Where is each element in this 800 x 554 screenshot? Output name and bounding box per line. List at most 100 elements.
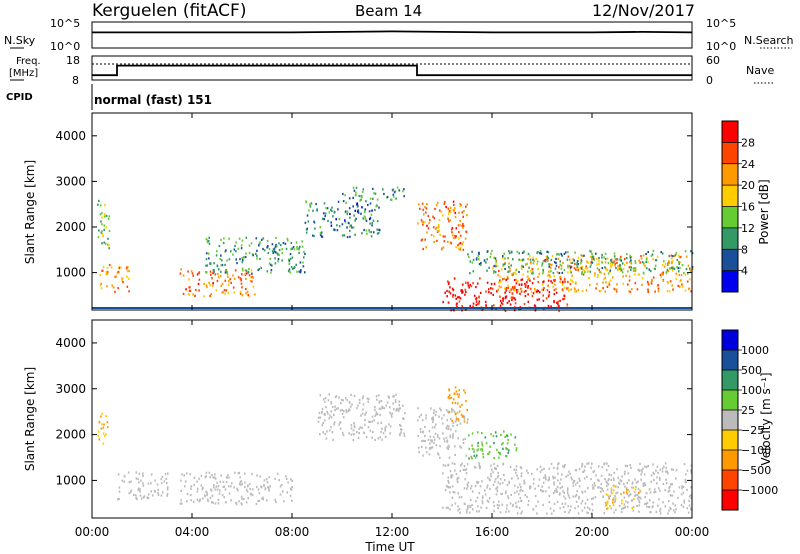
power-cell <box>573 259 575 262</box>
velocity-cell <box>656 476 658 479</box>
power-cell <box>497 288 499 291</box>
velocity-cell <box>672 502 674 505</box>
power-cell <box>549 266 552 269</box>
velocity-cell <box>147 497 150 500</box>
power-cell <box>574 288 576 291</box>
velocity-cell <box>686 469 689 472</box>
velocity-cell <box>650 474 653 477</box>
power-cell <box>599 289 602 293</box>
velocity-cell <box>326 410 328 413</box>
velocity-cell <box>213 476 216 479</box>
velocity-cell <box>470 455 473 458</box>
velocity-cell <box>610 487 613 490</box>
power-cell <box>507 257 509 260</box>
velocity-cell <box>607 507 609 510</box>
power-cell <box>213 262 215 265</box>
power-cell <box>465 230 467 233</box>
velocity-cell <box>635 481 638 484</box>
velocity-cell <box>559 482 561 485</box>
velocity-cell <box>468 434 470 437</box>
velocity-echo-region-1 <box>117 471 169 501</box>
power-cell <box>364 210 366 213</box>
power-cell <box>438 219 441 222</box>
velocity-colorbar-segment <box>722 430 738 451</box>
velocity-cell <box>403 432 405 435</box>
velocity-cell <box>466 487 468 490</box>
velocity-cell <box>366 397 369 400</box>
power-cell <box>188 289 191 292</box>
velocity-cell <box>436 435 439 439</box>
power-cell <box>529 258 532 261</box>
power-cell <box>569 258 571 261</box>
power-cell <box>205 252 208 255</box>
power-cell <box>493 304 495 307</box>
power-cell <box>102 265 105 268</box>
power-cell <box>668 260 670 263</box>
velocity-cell <box>240 502 243 505</box>
velocity-cell <box>674 504 677 507</box>
velocity-cell <box>101 423 103 426</box>
power-cell <box>324 212 327 215</box>
velocity-cell <box>622 482 625 486</box>
power-cell <box>601 253 603 257</box>
power-cell <box>595 287 597 290</box>
velocity-cell <box>476 454 478 457</box>
power-cell <box>107 243 109 246</box>
power-cell <box>303 250 305 254</box>
velocity-cell <box>430 446 433 449</box>
power-cell <box>604 276 607 280</box>
velocity-cell <box>552 492 555 495</box>
velocity-cell <box>566 491 569 495</box>
velocity-cell <box>346 399 349 402</box>
power-cell <box>110 266 113 269</box>
power-cell <box>598 257 600 260</box>
power-cell <box>527 258 529 261</box>
power-cell <box>462 222 464 226</box>
velocity-cell <box>389 411 391 414</box>
velocity-cell <box>161 475 164 478</box>
velocity-cell <box>398 404 400 407</box>
velocity-cell <box>672 509 675 512</box>
velocity-cell <box>587 486 589 490</box>
power-cell <box>275 243 277 246</box>
cpid-label: CPID <box>6 92 33 103</box>
velocity-cell <box>654 490 657 493</box>
power-cell <box>504 267 506 271</box>
velocity-cell <box>268 476 270 479</box>
power-cell <box>349 225 351 228</box>
power-cell <box>521 264 523 267</box>
power-cell <box>188 286 190 289</box>
power-cell <box>100 282 102 285</box>
power-cell <box>531 268 534 271</box>
velocity-cell <box>613 478 615 482</box>
power-cell <box>458 211 460 214</box>
power-cell <box>320 231 323 234</box>
power-cell <box>319 234 322 237</box>
power-cell <box>281 248 284 251</box>
power-cell <box>499 275 501 278</box>
velocity-cell <box>433 409 435 412</box>
velocity-cell <box>214 488 217 491</box>
velocity-cell <box>636 493 639 497</box>
power-cell <box>319 226 322 229</box>
velocity-cell <box>642 467 644 470</box>
power-cell <box>106 270 109 274</box>
velocity-cell <box>391 412 394 415</box>
velocity-cell <box>217 498 220 501</box>
power-cell <box>600 271 603 274</box>
velocity-cell <box>137 488 140 492</box>
velocity-cell <box>458 496 461 499</box>
power-cell <box>395 197 397 200</box>
velocity-cell <box>487 452 490 455</box>
velocity-cell <box>523 481 526 484</box>
velocity-cell <box>683 463 686 466</box>
velocity-cell <box>225 501 227 504</box>
power-cell <box>225 269 228 272</box>
power-cell <box>577 288 580 292</box>
power-cell <box>396 186 399 189</box>
velocity-cell <box>267 486 269 489</box>
power-cell <box>650 254 653 257</box>
velocity-cell <box>468 457 470 460</box>
velocity-cell <box>374 408 376 411</box>
